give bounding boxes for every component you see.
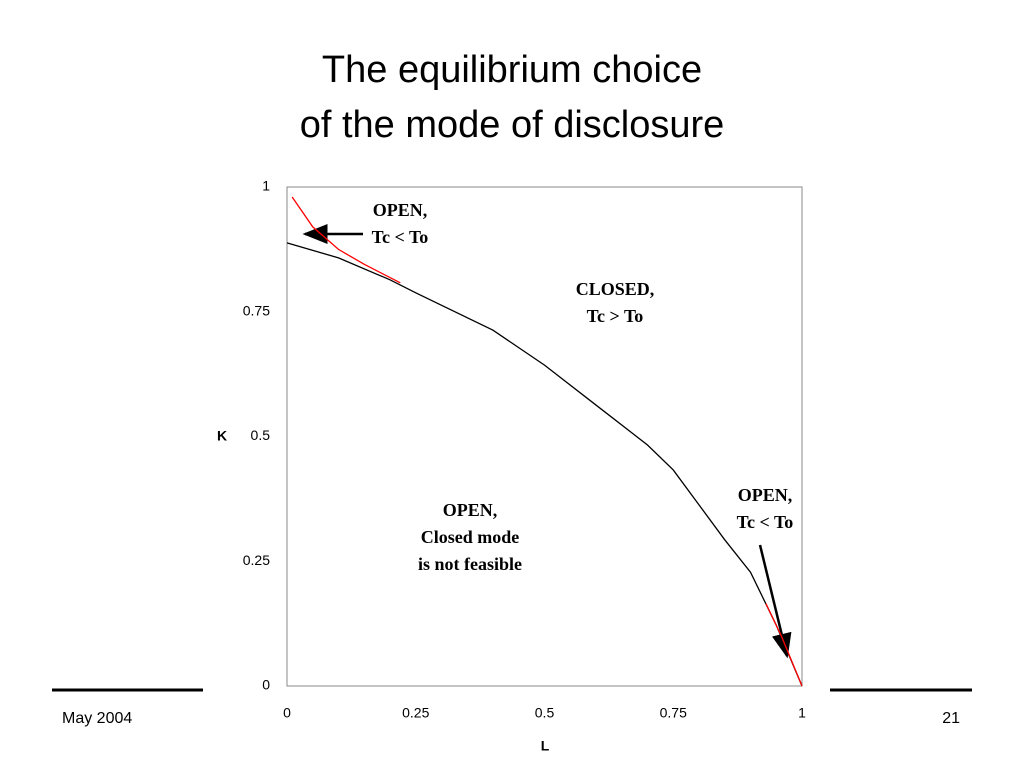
annotation: OPEN, bbox=[443, 500, 498, 520]
annotation: Tc > To bbox=[587, 306, 644, 326]
x-tick-label: 0.75 bbox=[660, 705, 687, 721]
y-tick-label: 0.75 bbox=[243, 302, 270, 318]
annotation: Tc < To bbox=[737, 512, 794, 532]
y-tick-label: 0 bbox=[262, 677, 270, 693]
footer-page: 21 bbox=[942, 710, 960, 727]
x-tick-label: 0.25 bbox=[402, 705, 429, 721]
annotation: CLOSED, bbox=[576, 279, 655, 299]
y-tick-label: 0.5 bbox=[251, 427, 271, 443]
curve bbox=[291, 196, 803, 687]
annotation: Closed mode bbox=[421, 527, 520, 547]
annotation: is not feasible bbox=[418, 554, 522, 574]
footer-date: May 2004 bbox=[62, 710, 132, 727]
y-axis-label: K bbox=[217, 428, 227, 444]
annotation: OPEN, bbox=[738, 485, 793, 505]
x-tick-label: 0 bbox=[283, 705, 291, 721]
y-tick-label: 1 bbox=[262, 178, 270, 194]
x-tick-label: 0.5 bbox=[535, 705, 555, 721]
curve bbox=[286, 242, 803, 687]
y-tick-label: 0.25 bbox=[243, 552, 270, 568]
x-axis-label: L bbox=[541, 738, 550, 754]
annotation: Tc < To bbox=[372, 227, 429, 247]
plot-frame bbox=[286, 186, 803, 687]
slide-title: The equilibrium choice bbox=[322, 49, 702, 91]
slide-title: of the mode of disclosure bbox=[300, 104, 725, 146]
annotation: OPEN, bbox=[373, 200, 428, 220]
x-tick-label: 1 bbox=[798, 705, 806, 721]
